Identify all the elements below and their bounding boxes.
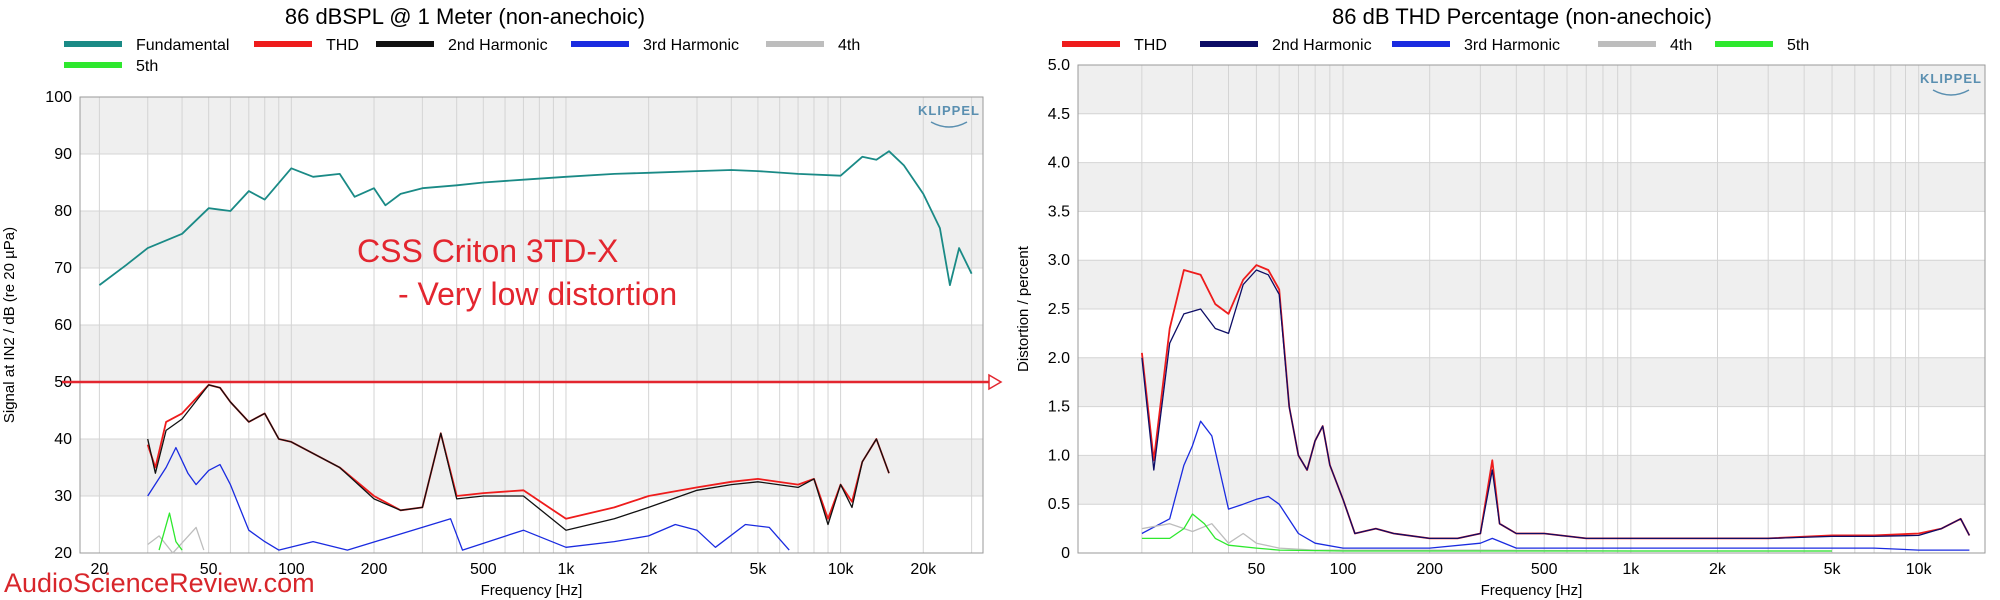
x-tick-label: 5k — [749, 561, 767, 578]
x-tick-label: 50 — [200, 561, 218, 578]
y-tick-label: 4.5 — [1048, 106, 1070, 123]
x-tick-label: 100 — [1330, 561, 1357, 578]
x-tick-label: 2k — [640, 561, 658, 578]
x-tick-label: 10k — [828, 561, 855, 578]
legend-swatch — [376, 41, 434, 47]
series-line-5 — [1141, 513, 1832, 552]
x-tick-label: 200 — [361, 561, 388, 578]
chart-title: 86 dBSPL @ 1 Meter (non-anechoic) — [285, 4, 645, 29]
x-tick-label: 5k — [1824, 561, 1842, 578]
series-line-3 — [147, 384, 890, 531]
y-tick-label: 100 — [45, 89, 72, 106]
y-tick-label: 70 — [54, 260, 72, 277]
y-tick-label: 5.0 — [1048, 57, 1070, 74]
klippel-logo-arc — [930, 121, 968, 128]
legend-label: 4th — [1670, 37, 1692, 54]
x-tick-label: 20k — [910, 561, 937, 578]
y-tick-label: 20 — [54, 545, 72, 562]
klippel-logo: KLIPPEL — [1920, 71, 1982, 86]
series-line-3 — [1141, 420, 1970, 551]
x-tick-label: 1k — [1622, 561, 1640, 578]
annotation-note: - Very low distortion — [398, 276, 677, 312]
y-axis-label: Distortion / percent — [1015, 245, 1032, 372]
x-tick-label: 500 — [1531, 561, 1558, 578]
klippel-logo: KLIPPEL — [918, 103, 980, 118]
x-tick-label: 50 — [1247, 561, 1265, 578]
y-tick-label: 3.5 — [1048, 203, 1070, 220]
legend-swatch — [64, 41, 122, 47]
chart-title: 86 dB THD Percentage (non-anechoic) — [1332, 4, 1712, 29]
x-axis-label: Frequency [Hz] — [1481, 582, 1583, 599]
x-tick-label: 10k — [1906, 561, 1933, 578]
legend-label: 5th — [1787, 37, 1809, 54]
y-tick-label: 0.5 — [1048, 496, 1070, 513]
x-tick-label: 20 — [90, 561, 108, 578]
y-tick-label: 40 — [54, 431, 72, 448]
legend-swatch — [1715, 41, 1773, 47]
annotation-model: CSS Criton 3TD-X — [357, 233, 618, 269]
watermark: AudioScienceReview.com — [4, 568, 315, 598]
legend-label: THD — [326, 37, 359, 54]
legend-label: 5th — [136, 58, 158, 75]
legend-label: 3rd Harmonic — [643, 37, 739, 54]
series-line-5 — [147, 526, 205, 554]
legend-swatch — [1200, 41, 1258, 47]
legend-swatch — [64, 62, 122, 68]
grid-band — [80, 97, 983, 154]
y-tick-label: 30 — [54, 488, 72, 505]
y-tick-label: 60 — [54, 317, 72, 334]
y-tick-label: 1.5 — [1048, 399, 1070, 416]
series-line-4 — [147, 446, 790, 551]
y-tick-label: 0 — [1061, 545, 1070, 562]
grid-band — [1078, 162, 1985, 212]
legend-label: 3rd Harmonic — [1464, 37, 1560, 54]
y-tick-label: 1.0 — [1048, 447, 1070, 464]
grid-band — [1078, 65, 1985, 114]
series-line-6 — [158, 512, 183, 551]
x-tick-label: 1k — [558, 561, 576, 578]
annotation-marker-arrow — [988, 373, 1003, 391]
x-tick-label: 100 — [278, 561, 305, 578]
y-tick-label: 4.0 — [1048, 155, 1070, 172]
legend-label: THD — [1134, 37, 1167, 54]
plot-frame — [1077, 64, 1986, 554]
x-axis-label: Frequency [Hz] — [481, 582, 583, 599]
chart-2: 0 0.5 1.0 1.5 2.0 2.5 3.0 3.5 4.0 4.5 5.0 50 100 200 5… — [1015, 4, 1986, 599]
klippel-logo-arc — [1932, 89, 1970, 96]
series-line-1 — [98, 150, 973, 287]
legend-swatch — [766, 41, 824, 47]
y-axis-label: Signal at IN2 / dB (re 20 µPa) — [1, 227, 18, 423]
grid-band — [1078, 260, 1985, 309]
legend-label: 2nd Harmonic — [1272, 37, 1372, 54]
legend-swatch — [1062, 41, 1120, 47]
x-tick-label: 2k — [1709, 561, 1727, 578]
grid-band — [1078, 357, 1985, 407]
legend-label: 2nd Harmonic — [448, 37, 548, 54]
x-tick-label: 500 — [470, 561, 497, 578]
series-line-4 — [1141, 523, 1832, 552]
y-tick-label: 3.0 — [1048, 252, 1070, 269]
y-tick-label: 2.5 — [1048, 301, 1070, 318]
legend-swatch — [571, 41, 629, 47]
legend-swatch — [1392, 41, 1450, 47]
legend-swatch — [254, 41, 312, 47]
legend-label: 4th — [838, 37, 860, 54]
x-tick-label: 200 — [1416, 561, 1443, 578]
y-tick-label: 90 — [54, 146, 72, 163]
legend-swatch — [1598, 41, 1656, 47]
y-tick-label: 2.0 — [1048, 350, 1070, 367]
y-tick-label: 80 — [54, 203, 72, 220]
grid-band — [80, 325, 983, 382]
grid-band — [1078, 455, 1985, 505]
legend-label: Fundamental — [136, 37, 229, 54]
plot-frame — [79, 96, 984, 554]
series-line-2 — [1141, 269, 1970, 540]
